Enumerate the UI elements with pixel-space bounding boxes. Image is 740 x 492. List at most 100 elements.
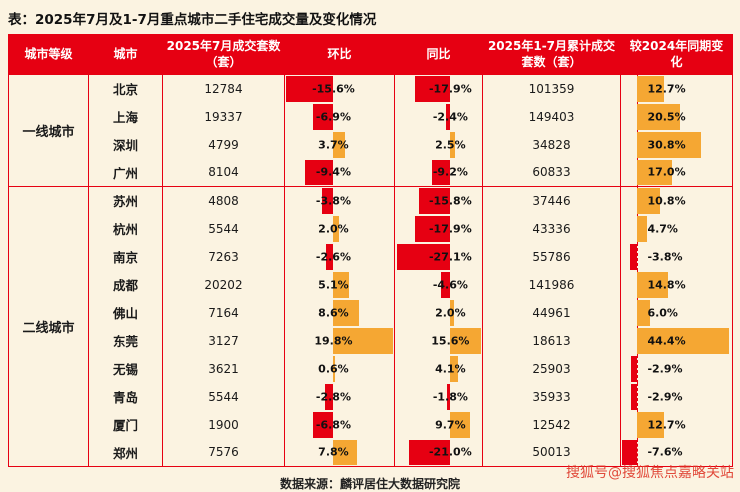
cum-change-bar [637, 271, 668, 298]
mom-bar [333, 355, 336, 382]
cum-change-axis-line [637, 438, 639, 466]
cum-change-bar [637, 159, 673, 185]
yoy-value: -21.0% [428, 445, 472, 459]
cum-change-cell: 12.7% [620, 74, 733, 103]
cum-change-cell: 20.5% [620, 102, 733, 131]
yoy-value: -27.1% [428, 250, 472, 263]
yoy-bar [450, 355, 459, 382]
cum-change-cell: 6.0% [620, 298, 733, 327]
cum-change-value: 12.7% [647, 418, 686, 431]
cum-change-cell: 10.8% [620, 186, 733, 215]
jul-sales-cell: 7164 [162, 298, 285, 327]
cum-sales-cell: 25903 [482, 354, 621, 383]
yoy-cell: -9.2% [394, 158, 483, 187]
yoy-value: -1.8% [432, 390, 468, 403]
table-body: 一线城市 北京 12784 -15.6% -17.9% 101359 12.7% 上海 1933… [8, 74, 733, 467]
header-mom: 环比 [284, 34, 395, 75]
mom-bar [333, 327, 394, 354]
jul-sales-cell: 3127 [162, 326, 285, 355]
mom-cell: -2.6% [284, 242, 395, 271]
mom-value: 2.0% [318, 222, 349, 235]
yoy-cell: 2.0% [394, 298, 483, 327]
yoy-cell: -1.8% [394, 382, 483, 411]
cum-change-cell: 14.8% [620, 270, 733, 299]
data-table: 城市等级 城市 2025年7月成交套数（套） 环比 同比 2025年1-7月累计… [8, 34, 733, 467]
header-city: 城市 [88, 34, 163, 75]
cum-sales-cell: 34828 [482, 130, 621, 159]
mom-bar [312, 103, 334, 130]
mom-value: -6.8% [315, 418, 351, 431]
cum-change-cell: -2.9% [620, 354, 733, 383]
yoy-cell: 2.5% [394, 130, 483, 159]
yoy-cell: -17.9% [394, 74, 483, 103]
cum-change-cell: 12.7% [620, 410, 733, 439]
mom-cell: 2.0% [284, 214, 395, 243]
cum-change-value: 44.4% [647, 334, 686, 347]
jul-sales-cell: 5544 [162, 214, 285, 243]
cum-change-bar [621, 439, 638, 465]
city-cell: 杭州 [88, 214, 163, 243]
cum-change-value: 12.7% [647, 82, 686, 96]
yoy-value: -4.6% [432, 278, 468, 291]
yoy-bar [396, 243, 451, 270]
city-cell: 北京 [88, 74, 163, 103]
cum-change-value: -2.9% [647, 390, 683, 403]
header-yoy: 同比 [394, 34, 483, 75]
mom-cell: -9.4% [284, 158, 395, 187]
mom-bar [304, 159, 334, 185]
table-row: 郑州 7576 7.8% -21.0% 50013 -7.6% [9, 438, 733, 467]
tier-cell: 一线城市 [8, 74, 89, 187]
cum-change-axis-line [637, 242, 639, 271]
mom-cell: 7.8% [284, 438, 395, 467]
page-title: 表：2025年7月及1-7月重点城市二手住宅成交量及变化情况 [8, 12, 377, 28]
header-cum-change: 较2024年同期变化 [620, 34, 733, 75]
yoy-cell: 9.7% [394, 410, 483, 439]
cum-sales-cell: 55786 [482, 242, 621, 271]
cum-change-cell: -3.8% [620, 242, 733, 271]
jul-sales-cell: 1900 [162, 410, 285, 439]
yoy-value: 9.7% [435, 418, 466, 431]
yoy-cell: -17.9% [394, 214, 483, 243]
mom-cell: -15.6% [284, 74, 395, 103]
mom-bar [333, 299, 360, 326]
cum-sales-cell: 18613 [482, 326, 621, 355]
yoy-value: 15.6% [431, 334, 470, 347]
cum-sales-cell: 60833 [482, 158, 621, 187]
yoy-cell: -4.6% [394, 270, 483, 299]
yoy-value: -9.2% [432, 165, 468, 179]
cum-change-bar [637, 131, 701, 158]
mom-bar [325, 243, 334, 270]
cum-change-cell: 30.8% [620, 130, 733, 159]
yoy-bar [432, 159, 451, 185]
cum-change-cell: -7.6% [620, 438, 733, 467]
city-cell: 上海 [88, 102, 163, 131]
yoy-cell: -15.8% [394, 186, 483, 215]
header-tier: 城市等级 [8, 34, 89, 75]
jul-sales-cell: 19337 [162, 102, 285, 131]
table-row: 无锡 3621 0.6% 4.1% 25903 -2.9% [9, 354, 733, 383]
cum-change-cell: 4.7% [620, 214, 733, 243]
mom-value: 8.6% [318, 306, 349, 319]
jul-sales-cell: 8104 [162, 158, 285, 187]
yoy-bar [450, 131, 456, 158]
watermark: 搜狐号@搜狐焦点嘉略关站 [566, 465, 734, 481]
yoy-bar [408, 439, 451, 465]
table-row: 佛山 7164 8.6% 2.0% 44961 6.0% [9, 298, 733, 327]
cum-change-bar [637, 188, 660, 214]
jul-sales-cell: 4799 [162, 130, 285, 159]
cum-change-value: 6.0% [647, 306, 678, 319]
table-row: 杭州 5544 2.0% -17.9% 43336 4.7% [9, 214, 733, 243]
cum-sales-cell: 50013 [482, 438, 621, 467]
table-row: 成都 20202 5.1% -4.6% 141986 14.8% [9, 270, 733, 299]
cum-change-bar [631, 383, 638, 410]
mom-cell: 19.8% [284, 326, 395, 355]
tier-cell: 二线城市 [8, 186, 89, 467]
cum-change-cell: 17.0% [620, 158, 733, 187]
city-cell: 郑州 [88, 438, 163, 467]
mom-value: 19.8% [314, 334, 353, 347]
mom-bar [333, 131, 345, 158]
cum-change-bar [637, 327, 729, 354]
mom-cell: -6.8% [284, 410, 395, 439]
mom-cell: 5.1% [284, 270, 395, 299]
mom-bar [321, 188, 334, 214]
